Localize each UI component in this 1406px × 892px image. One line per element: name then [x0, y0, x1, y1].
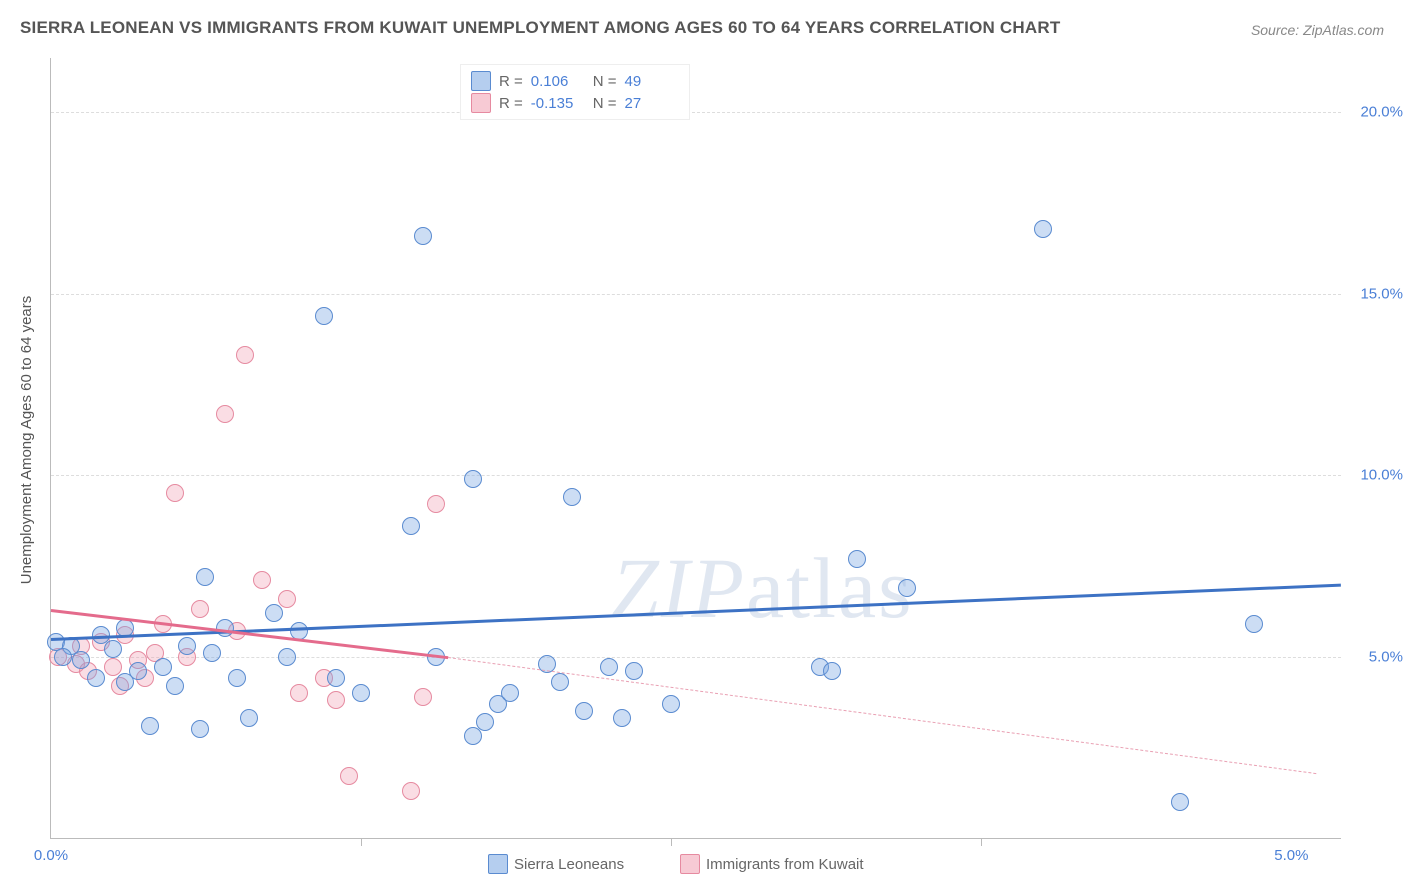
correlation-legend: R = 0.106 N = 49 R = -0.135 N = 27: [460, 64, 690, 120]
r-value-blue: 0.106: [531, 73, 585, 90]
scatter-point: [823, 662, 841, 680]
scatter-point: [278, 648, 296, 666]
correlation-row-blue: R = 0.106 N = 49: [471, 71, 679, 91]
scatter-point: [551, 673, 569, 691]
y-tick-label: 15.0%: [1347, 285, 1403, 302]
scatter-point: [116, 673, 134, 691]
swatch-blue-icon: [471, 71, 491, 91]
x-minor-tick: [671, 838, 672, 846]
scatter-point: [290, 684, 308, 702]
scatter-point: [166, 677, 184, 695]
scatter-point: [178, 637, 196, 655]
scatter-point: [203, 644, 221, 662]
scatter-point: [216, 405, 234, 423]
scatter-point: [196, 568, 214, 586]
chart-title: SIERRA LEONEAN VS IMMIGRANTS FROM KUWAIT…: [20, 18, 1060, 38]
scatter-point: [278, 590, 296, 608]
gridline: [51, 475, 1341, 476]
swatch-pink-icon: [680, 854, 700, 874]
scatter-point: [352, 684, 370, 702]
y-axis-label: Unemployment Among Ages 60 to 64 years: [18, 296, 35, 585]
plot-area: ZIPatlas 5.0%10.0%15.0%20.0%0.0%5.0%: [50, 58, 1341, 839]
scatter-point: [228, 669, 246, 687]
legend-pink: Immigrants from Kuwait: [680, 854, 864, 874]
chart-page: SIERRA LEONEAN VS IMMIGRANTS FROM KUWAIT…: [0, 0, 1406, 892]
scatter-point: [72, 651, 90, 669]
source-attribution: Source: ZipAtlas.com: [1251, 22, 1384, 38]
scatter-point: [402, 782, 420, 800]
gridline: [51, 657, 1341, 658]
gridline: [51, 294, 1341, 295]
scatter-point: [141, 717, 159, 735]
scatter-point: [54, 648, 72, 666]
x-minor-tick: [361, 838, 362, 846]
scatter-point: [1034, 220, 1052, 238]
scatter-point: [427, 495, 445, 513]
scatter-point: [166, 484, 184, 502]
swatch-pink-icon: [471, 93, 491, 113]
scatter-point: [575, 702, 593, 720]
scatter-point: [327, 691, 345, 709]
y-tick-label: 10.0%: [1347, 467, 1403, 484]
scatter-point: [327, 669, 345, 687]
x-tick-label: 5.0%: [1274, 847, 1308, 864]
scatter-point: [87, 669, 105, 687]
scatter-point: [340, 767, 358, 785]
y-tick-label: 5.0%: [1347, 648, 1403, 665]
scatter-point: [414, 227, 432, 245]
scatter-point: [191, 720, 209, 738]
x-tick-label: 0.0%: [34, 847, 68, 864]
legend-pink-label: Immigrants from Kuwait: [706, 856, 864, 873]
scatter-point: [501, 684, 519, 702]
scatter-point: [154, 658, 172, 676]
n-value-blue: 49: [625, 73, 679, 90]
y-tick-label: 20.0%: [1347, 104, 1403, 121]
scatter-point: [1245, 615, 1263, 633]
scatter-point: [253, 571, 271, 589]
scatter-point: [104, 640, 122, 658]
legend-blue-label: Sierra Leoneans: [514, 856, 624, 873]
scatter-point: [662, 695, 680, 713]
scatter-point: [216, 619, 234, 637]
scatter-point: [848, 550, 866, 568]
scatter-point: [191, 600, 209, 618]
scatter-point: [625, 662, 643, 680]
r-value-pink: -0.135: [531, 95, 585, 112]
scatter-point: [1171, 793, 1189, 811]
scatter-point: [414, 688, 432, 706]
scatter-point: [613, 709, 631, 727]
gridline: [51, 112, 1341, 113]
x-minor-tick: [981, 838, 982, 846]
watermark: ZIPatlas: [611, 538, 914, 638]
scatter-point: [240, 709, 258, 727]
correlation-row-pink: R = -0.135 N = 27: [471, 93, 679, 113]
scatter-point: [265, 604, 283, 622]
scatter-point: [236, 346, 254, 364]
scatter-point: [464, 470, 482, 488]
scatter-point: [898, 579, 916, 597]
scatter-point: [315, 307, 333, 325]
scatter-point: [402, 517, 420, 535]
legend-blue: Sierra Leoneans: [488, 854, 624, 874]
scatter-point: [563, 488, 581, 506]
swatch-blue-icon: [488, 854, 508, 874]
scatter-point: [476, 713, 494, 731]
scatter-point: [600, 658, 618, 676]
scatter-point: [464, 727, 482, 745]
n-value-pink: 27: [625, 95, 679, 112]
